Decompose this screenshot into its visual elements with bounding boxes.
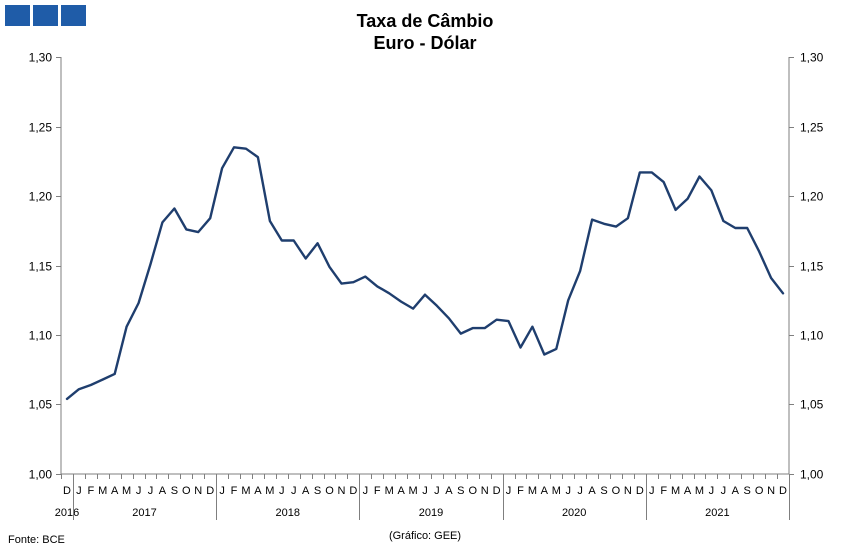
month-label: J xyxy=(136,485,142,497)
series-line-eur-usd xyxy=(65,146,785,401)
month-label: M xyxy=(671,485,680,497)
month-label: A xyxy=(254,485,262,497)
month-label: O xyxy=(182,485,191,497)
month-label: D xyxy=(63,485,71,497)
month-label: N xyxy=(624,485,632,497)
month-label: M xyxy=(241,485,250,497)
month-label: D xyxy=(493,485,501,497)
month-label: M xyxy=(265,485,274,497)
month-label: S xyxy=(457,485,464,497)
y-tick-label-left: 1,05 xyxy=(29,398,53,412)
year-label: 2020 xyxy=(562,507,586,519)
month-label: S xyxy=(600,485,607,497)
chart-credit: (Gráfico: GEE) xyxy=(388,530,462,542)
month-label: J xyxy=(422,485,428,497)
chart-title: Taxa de Câmbio Euro - Dólar xyxy=(0,10,850,54)
y-tick-label-left: 1,20 xyxy=(29,190,53,204)
month-label: M xyxy=(122,485,131,497)
month-label: A xyxy=(684,485,692,497)
y-tick-label-left: 1,25 xyxy=(29,121,53,135)
y-tick-label-right: 1,30 xyxy=(800,51,824,65)
logo-square-1 xyxy=(5,5,30,26)
month-label: M xyxy=(528,485,537,497)
year-label: 2019 xyxy=(419,507,443,519)
month-label: O xyxy=(612,485,621,497)
month-label: A xyxy=(159,485,167,497)
month-label: A xyxy=(302,485,310,497)
month-label: J xyxy=(565,485,571,497)
chart-title-line-2: Euro - Dólar xyxy=(373,33,477,53)
month-label: A xyxy=(397,485,405,497)
y-tick-label-right: 1,20 xyxy=(800,190,824,204)
month-label: D xyxy=(779,485,787,497)
month-label: J xyxy=(649,485,655,497)
month-label: N xyxy=(194,485,202,497)
month-label: N xyxy=(767,485,775,497)
month-label: O xyxy=(325,485,334,497)
month-label: J xyxy=(506,485,512,497)
source-note: Fonte: BCE xyxy=(8,534,65,546)
month-label: F xyxy=(374,485,381,497)
chart-title-line-1: Taxa de Câmbio xyxy=(356,11,494,31)
month-label: S xyxy=(744,485,751,497)
month-label: F xyxy=(87,485,94,497)
month-label: A xyxy=(111,485,119,497)
month-label: N xyxy=(481,485,489,497)
month-label: A xyxy=(732,485,740,497)
y-tick-label-left: 1,00 xyxy=(29,468,53,482)
y-tick-label-right: 1,15 xyxy=(800,260,824,274)
month-label: J xyxy=(709,485,715,497)
y-tick-label-right: 1,05 xyxy=(800,398,824,412)
month-label: M xyxy=(552,485,561,497)
month-label: A xyxy=(541,485,549,497)
month-label: M xyxy=(408,485,417,497)
month-label: M xyxy=(695,485,704,497)
month-label: S xyxy=(314,485,321,497)
month-label: J xyxy=(434,485,440,497)
month-label: S xyxy=(171,485,178,497)
month-label: J xyxy=(363,485,369,497)
month-label: J xyxy=(219,485,225,497)
logo-square-3 xyxy=(61,5,86,26)
month-label: F xyxy=(660,485,667,497)
month-label: D xyxy=(636,485,644,497)
year-label: 2017 xyxy=(132,507,156,519)
month-label: F xyxy=(231,485,238,497)
month-label: D xyxy=(349,485,357,497)
y-tick-label-left: 1,15 xyxy=(29,260,53,274)
month-label: J xyxy=(148,485,154,497)
y-tick-label-right: 1,10 xyxy=(800,329,824,343)
month-label: A xyxy=(445,485,453,497)
month-label: J xyxy=(76,485,82,497)
logo-square-2 xyxy=(33,5,58,26)
y-tick-label-right: 1,25 xyxy=(800,121,824,135)
y-tick-label-left: 1,30 xyxy=(29,51,53,65)
y-tick-label-left: 1,10 xyxy=(29,329,53,343)
month-label: F xyxy=(517,485,524,497)
month-label: J xyxy=(291,485,297,497)
month-label: D xyxy=(206,485,214,497)
y-tick-label-right: 1,00 xyxy=(800,468,824,482)
month-label: M xyxy=(98,485,107,497)
month-label: M xyxy=(385,485,394,497)
month-label: O xyxy=(755,485,764,497)
logo xyxy=(5,5,86,26)
month-label: N xyxy=(337,485,345,497)
year-label: 2016 xyxy=(55,507,79,519)
month-label: J xyxy=(577,485,583,497)
year-label: 2018 xyxy=(276,507,300,519)
month-label: O xyxy=(468,485,477,497)
year-label: 2021 xyxy=(705,507,729,519)
month-label: A xyxy=(588,485,596,497)
month-label: J xyxy=(279,485,285,497)
month-label: J xyxy=(721,485,727,497)
